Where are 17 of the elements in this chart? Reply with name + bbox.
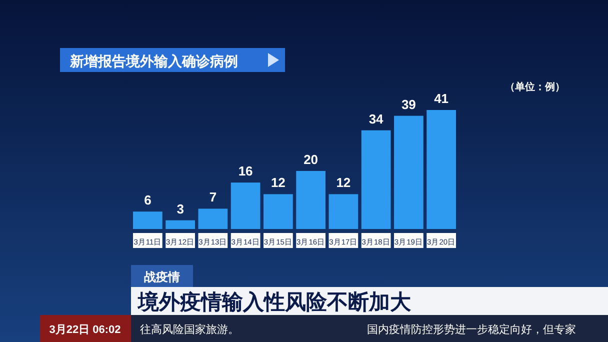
data-label: 6	[144, 192, 152, 208]
text: 往高风险国家旅游。	[140, 323, 239, 336]
data-label: 3	[176, 201, 184, 216]
chart-title: 新增报告境外输入确诊病例	[69, 53, 238, 69]
text: 3月22日 06:02	[49, 324, 121, 336]
text: （单位：例）	[505, 81, 565, 93]
data-label: 39	[401, 96, 416, 112]
data-label: 34	[368, 111, 384, 126]
data-label: 12	[336, 175, 351, 190]
data-label: 16	[238, 164, 253, 179]
data-label: 12	[270, 175, 286, 190]
text: 境外疫情输入性风险不断加大	[137, 290, 412, 314]
data-label: 41	[434, 91, 449, 106]
text: 国内疫情防控形势进一步稳定向好，但专家	[367, 323, 576, 336]
text: 战疫情	[144, 270, 180, 284]
data-label: 20	[304, 152, 318, 167]
data-label: 7	[209, 190, 217, 205]
